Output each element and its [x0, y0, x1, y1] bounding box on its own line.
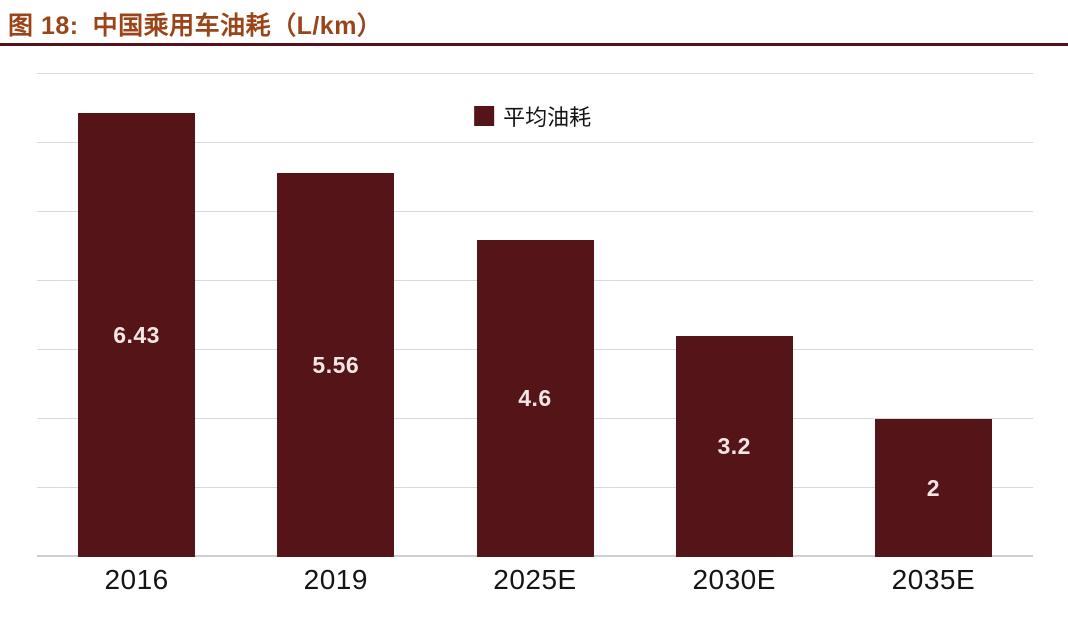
bar-value-label-2035E: 2: [926, 474, 941, 501]
x-axis-label-2025E: 2025E: [493, 564, 577, 595]
bar-2025E: 4.6: [476, 239, 594, 557]
legend-label: 平均油耗: [503, 105, 592, 130]
bar-2035E: 2: [874, 419, 992, 557]
bar-value-label-2025E: 4.6: [518, 384, 552, 411]
bar-slot-2019: 5.56: [236, 74, 435, 557]
legend-swatch-icon: [474, 106, 495, 126]
x-axis-label-2030E: 2030E: [692, 564, 776, 595]
bar-value-label-2030E: 3.2: [717, 433, 751, 460]
bar-slot-2030E: 3.2: [635, 74, 834, 557]
legend: 平均油耗: [474, 100, 591, 132]
bar-slot-2025E: 4.6: [435, 74, 634, 557]
figure-title: 图 18: 中国乘用车油耗（L/km）: [8, 6, 382, 42]
gridline: [37, 211, 1033, 212]
bar-slot-2035E: 2: [834, 74, 1033, 557]
x-axis-label-2019: 2019: [303, 564, 368, 595]
gridline: [37, 73, 1033, 74]
bar-chart-plot-area: 6.43 5.56 4.6 3.2 2 平均油耗: [37, 73, 1033, 557]
figure-number-label: 图 18:: [8, 12, 79, 40]
bar-2030E: 3.2: [675, 336, 793, 557]
title-underline-divider: [0, 43, 1068, 46]
bars-container: 6.43 5.56 4.6 3.2 2: [37, 74, 1033, 557]
gridline: [37, 142, 1033, 143]
bar-2019: 5.56: [277, 173, 395, 557]
x-axis-label-2035E: 2035E: [891, 564, 976, 595]
figure-title-text: 中国乘用车油耗（L/km）: [92, 12, 383, 40]
bar-value-label-2019: 5.56: [312, 351, 360, 378]
bar-value-label-2016: 6.43: [113, 321, 160, 348]
bar-slot-2016: 6.43: [37, 74, 236, 557]
bar-2016: 6.43: [78, 113, 196, 557]
x-axis-labels: 2016 2019 2025E 2030E 2035E: [37, 564, 1033, 596]
x-axis-label-2016: 2016: [104, 564, 169, 595]
